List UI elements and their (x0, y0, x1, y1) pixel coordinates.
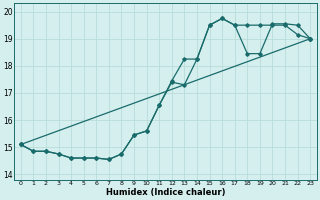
X-axis label: Humidex (Indice chaleur): Humidex (Indice chaleur) (106, 188, 225, 197)
